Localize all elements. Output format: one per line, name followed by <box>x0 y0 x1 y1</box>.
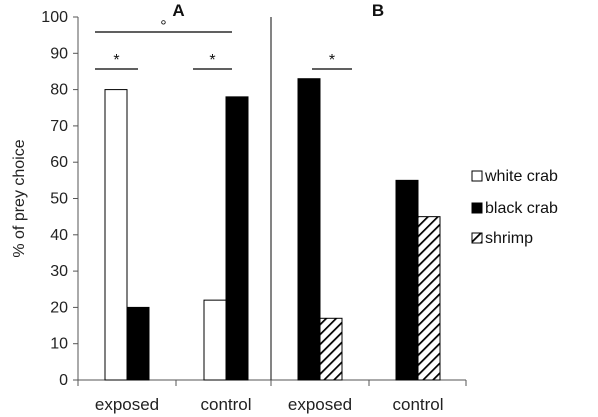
significance-star: * <box>329 52 335 69</box>
significance-star: * <box>113 52 119 69</box>
bar-black-crab-exposed-B <box>297 78 321 381</box>
bar-white-crab-exposed-A <box>104 89 128 381</box>
y-tick-label: 30 <box>50 263 68 280</box>
y-tick-label: 80 <box>50 82 68 99</box>
bar-white-crab-control-A <box>203 299 227 381</box>
legend-swatch-white-crab <box>471 170 483 182</box>
bar-black-crab-control-B <box>395 179 419 381</box>
y-tick-label: 50 <box>50 191 68 208</box>
x-category-label: control <box>200 395 251 414</box>
x-category-label: exposed <box>288 395 352 414</box>
y-tick-label: 60 <box>50 154 68 171</box>
y-tick-label: 20 <box>50 299 68 316</box>
legend-label: shrimp <box>485 230 533 247</box>
panel-label: A <box>172 1 184 20</box>
y-tick-label: 40 <box>50 227 68 244</box>
significance-star: * <box>209 52 215 69</box>
axis-labels: 0 10 20 30 40 50 60 70 80 90 100 % of prey choice ex… <box>11 1 444 414</box>
panel-label: B <box>372 1 384 20</box>
bar-shrimp-control-B <box>417 216 441 381</box>
legend: white crab black crab shrimp <box>471 168 558 247</box>
y-axis-title: % of prey choice <box>11 139 28 257</box>
y-tick-label: 90 <box>50 45 68 62</box>
legend-label: white crab <box>484 168 558 185</box>
significance-annotations: * * ° * <box>95 18 352 70</box>
x-category-label: exposed <box>95 395 159 414</box>
x-category-label: control <box>392 395 443 414</box>
bar-black-crab-control-A <box>225 96 249 381</box>
bar-black-crab-exposed-A <box>126 306 150 381</box>
legend-swatch-shrimp <box>471 232 483 244</box>
legend-label: black crab <box>485 200 558 217</box>
y-tick-label: 10 <box>50 336 68 353</box>
y-tick-label: 100 <box>41 9 68 26</box>
bar-shrimp-exposed-B <box>319 317 343 381</box>
significance-marker: ° <box>160 18 166 35</box>
legend-swatch-black-crab <box>471 202 483 214</box>
y-tick-label: 70 <box>50 118 68 135</box>
bars <box>104 78 441 381</box>
y-tick-label: 0 <box>59 372 68 389</box>
